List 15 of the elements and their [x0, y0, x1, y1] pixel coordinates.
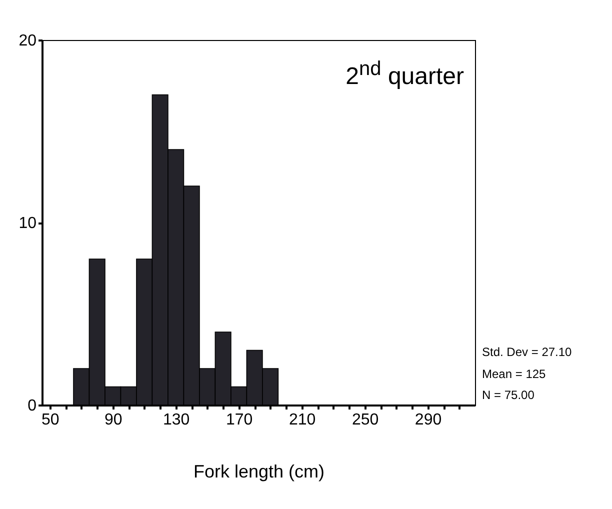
- x-tick-label: 170: [226, 412, 253, 428]
- text: Mean = 125: [482, 366, 547, 382]
- x-tick-label: 90: [104, 412, 122, 428]
- y-tick-label: 20: [18, 32, 37, 50]
- x-axis-title: Fork length (cm): [193, 462, 325, 482]
- x-tick-label: 250: [352, 412, 379, 428]
- annotation: 2$^{nd}$ quarter: [346, 58, 464, 91]
- x-tick-label: 50: [41, 412, 60, 428]
- text: N = 75.00: [482, 387, 536, 404]
- text: Std. Dev = 27.10: [482, 344, 572, 361]
- x-tick-label: 130: [162, 412, 190, 428]
- y-tick-label: 0: [28, 398, 37, 414]
- x-tick-label: 290: [414, 412, 442, 428]
- y-tick-label: 10: [18, 215, 37, 232]
- x-tick-label: 210: [288, 412, 316, 428]
